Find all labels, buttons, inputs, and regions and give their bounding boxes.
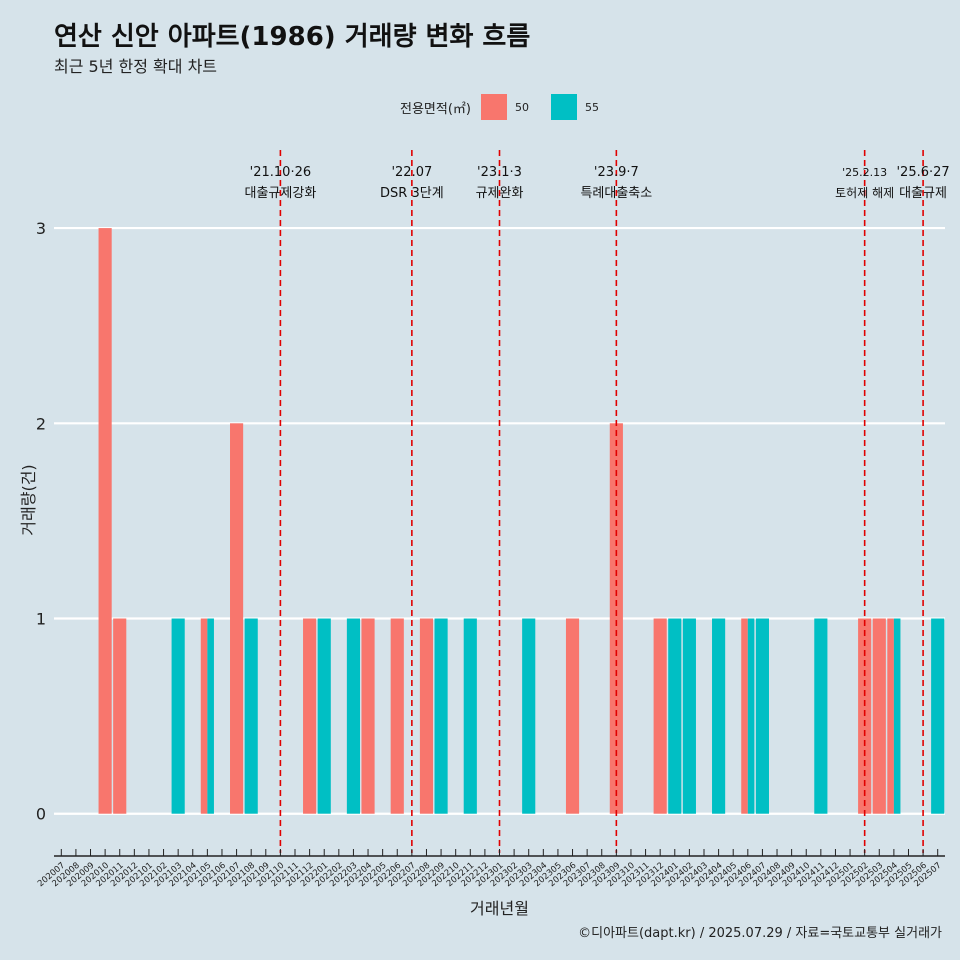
bar-50-202011: [113, 618, 127, 814]
bar-55-202406: [747, 618, 755, 814]
bar-55-202209: [434, 618, 448, 814]
bar-50-202306: [565, 618, 580, 814]
y-tick-label: 3: [36, 219, 46, 238]
legend-title: 전용면적(㎡): [400, 101, 471, 117]
bar-55-202504: [893, 618, 901, 814]
bar-55-202407: [755, 618, 769, 814]
chart-title: 연산 신안 아파트(1986) 거래량 변화 흐름: [54, 22, 531, 52]
legend-label-50: 50: [514, 100, 529, 114]
legend-swatch-55: [550, 94, 577, 120]
y-tick-label: 2: [36, 414, 46, 433]
bar-50-202504: [887, 618, 894, 814]
legend-label-55: 55: [584, 100, 599, 114]
event-date: '25.2.13: [842, 166, 887, 179]
bar-50-202406: [741, 618, 748, 814]
event-date: '22.07: [391, 165, 432, 180]
bar-50-202309: [609, 423, 623, 814]
bar-50-202112: [303, 618, 317, 814]
bar-55-202108: [244, 618, 258, 814]
bar-55-202401: [668, 618, 682, 814]
y-axis-title: 거래량(건): [19, 464, 38, 535]
event-label: 특례대출축소: [580, 186, 652, 201]
y-tick-label: 1: [36, 610, 46, 629]
event-label: 규제완화: [476, 186, 524, 201]
bar-50-202502: [858, 618, 872, 814]
bar-55-202201: [317, 618, 331, 814]
bar-50-202204: [361, 618, 375, 814]
bar-50-202010: [98, 228, 112, 814]
bar-50-202312: [653, 618, 667, 814]
bar-55-202105: [207, 618, 214, 814]
bar-55-202402: [682, 618, 696, 814]
bar-50-202105: [200, 618, 208, 814]
event-label: 토허제 해제: [835, 186, 894, 200]
caption: ©디아파트(dapt.kr) / 2025.07.29 / 자료=국토교통부 실…: [578, 926, 942, 941]
bar-50-202107: [230, 423, 244, 814]
chart-subtitle: 최근 5년 한정 확대 차트: [54, 57, 218, 76]
x-axis-title: 거래년월: [470, 899, 529, 918]
event-label: 대출규제강화: [245, 186, 317, 201]
event-label: DSR 3단계: [380, 186, 444, 201]
bar-55-202507: [931, 618, 945, 814]
bar-55-202203: [346, 618, 361, 814]
legend: 전용면적(㎡) 50 55: [400, 94, 621, 120]
bar-55-202404: [712, 618, 726, 814]
bar-50-202208: [419, 618, 434, 814]
bar-55-202303: [522, 618, 536, 814]
legend-swatch-50: [480, 94, 507, 120]
bar-55-202411: [814, 618, 828, 814]
bar-55-202103: [171, 618, 185, 814]
bar-50-202206: [390, 618, 404, 814]
event-date: '21.10·26: [250, 165, 311, 180]
event-label: 대출규제: [899, 186, 947, 201]
event-date: '23.1·3: [477, 165, 522, 180]
event-date: '25.6·27: [896, 165, 949, 180]
event-date: '23.9·7: [594, 165, 639, 180]
bar-50-202503: [872, 618, 886, 814]
bar-55-202211: [463, 618, 477, 814]
y-tick-label: 0: [36, 805, 46, 824]
